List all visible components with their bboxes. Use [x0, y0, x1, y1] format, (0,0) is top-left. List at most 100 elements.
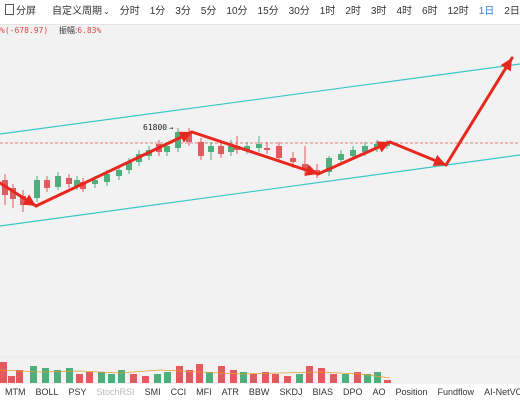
custom-period-dropdown[interactable]: 自定义周期⌄ — [52, 6, 110, 17]
interval-tab[interactable]: 3时 — [370, 6, 387, 17]
interval-tab[interactable]: 分时 — [119, 6, 140, 17]
volume-bar — [218, 366, 225, 383]
volume-bar — [30, 366, 37, 383]
interval-tab[interactable]: 1日 — [478, 6, 495, 17]
arrow-right-icon: → — [169, 123, 174, 132]
interval-tab[interactable]: 4时 — [396, 6, 413, 17]
arrowhead — [22, 194, 36, 206]
volume-bar — [364, 374, 371, 383]
volume-bar — [8, 376, 15, 383]
indicator-tab[interactable]: CCI — [170, 387, 187, 397]
interval-tab[interactable]: 2时 — [345, 6, 361, 17]
trend-arrows — [0, 56, 514, 208]
volume-bar — [164, 372, 171, 383]
volume-bar — [66, 368, 73, 383]
volume-ma-line — [0, 369, 391, 379]
indicator-tabs: MTM BOLL PSY StochRSI SMI CCI MFI ATR BBW SKDJ BIA… — [0, 384, 520, 400]
indicator-tab[interactable]: MTM — [5, 387, 26, 397]
volume-bar — [196, 364, 203, 383]
volume-bar — [186, 370, 193, 383]
indicator-tab[interactable]: SMI — [144, 387, 161, 397]
chevron-down-icon: ⌄ — [103, 7, 110, 16]
price-marker: 61800 → — [143, 123, 174, 132]
volume-bar — [0, 362, 7, 383]
indicator-tab[interactable]: StochRSI — [96, 387, 135, 397]
arrowhead — [500, 58, 512, 72]
volume-bar — [108, 374, 115, 383]
indicator-tab[interactable]: MFI — [196, 387, 212, 397]
volume-bar — [230, 370, 237, 383]
volume-bar — [374, 372, 381, 383]
candle-body — [302, 164, 308, 170]
candle-body — [264, 148, 270, 150]
candle-body — [374, 144, 380, 148]
split-screen-button[interactable]: 分屏 — [0, 0, 41, 24]
candle-body — [350, 150, 356, 156]
candle-body — [198, 142, 204, 156]
volume-bar — [250, 374, 257, 383]
indicator-tab[interactable]: Position — [395, 387, 428, 397]
indicator-tab[interactable]: BOLL — [35, 387, 59, 397]
interval-toolbar: 分屏 自定义周期⌄ 分时 1分 3分 5分 10分 15分 30分 1时 2时 3时 4时 6时 12时… — [0, 0, 520, 25]
lower-channel-line — [0, 154, 520, 227]
volume-bar — [42, 368, 49, 383]
volume-bars — [0, 362, 391, 383]
volume-bar — [240, 372, 247, 383]
volume-bar — [98, 372, 105, 383]
candle-body — [326, 158, 332, 172]
candle-body — [218, 146, 224, 154]
candle-body — [92, 180, 98, 184]
volume-bar — [284, 376, 291, 383]
trend-arrow-line — [444, 56, 514, 167]
volume-bar — [118, 370, 125, 383]
candle-body — [104, 174, 110, 182]
volume-bar — [272, 374, 279, 383]
interval-tab[interactable]: 1时 — [319, 6, 336, 17]
volume-bar — [142, 376, 149, 383]
indicator-tab[interactable]: ATR — [221, 387, 239, 397]
candle-body — [186, 132, 192, 142]
volume-bar — [384, 380, 391, 383]
indicator-tab[interactable]: AO — [372, 387, 386, 397]
interval-tab[interactable]: 15分 — [257, 6, 279, 17]
volume-bar — [54, 370, 61, 383]
candle-body — [80, 182, 86, 189]
volume-bar — [206, 372, 213, 383]
candle-body — [244, 146, 250, 150]
volume-bar — [296, 374, 303, 383]
interval-tab[interactable]: 12时 — [447, 6, 469, 17]
change-value: %(-678.97) — [0, 26, 49, 35]
candle-body — [314, 170, 320, 174]
indicator-tab[interactable]: DPO — [342, 387, 363, 397]
indicator-tab[interactable]: BIAS — [312, 387, 333, 397]
interval-tab[interactable]: 10分 — [226, 6, 248, 17]
trend-arrow-line — [190, 130, 320, 176]
indicator-tab[interactable]: AI-NetVOL — [484, 387, 520, 397]
volume-bar — [330, 374, 337, 383]
candle-body — [20, 196, 26, 205]
candle-body — [228, 146, 234, 152]
candle-body — [44, 180, 50, 188]
candle-body — [66, 178, 72, 184]
volume-bar — [86, 372, 93, 383]
volume-bar — [130, 374, 137, 383]
candle-body — [116, 170, 122, 176]
interval-tab[interactable]: 2日 — [504, 6, 520, 17]
candle-body — [164, 146, 170, 152]
interval-tab[interactable]: 6时 — [422, 6, 438, 17]
indicator-tab[interactable]: PSY — [68, 387, 87, 397]
interval-tab[interactable]: 30分 — [288, 6, 310, 17]
amplitude-value: 6.83% — [77, 26, 102, 35]
volume-bar — [176, 366, 183, 383]
indicator-tab[interactable]: Fundflow — [437, 387, 475, 397]
indicator-tab[interactable]: BBW — [248, 387, 270, 397]
volume-bar — [318, 368, 325, 383]
interval-tab[interactable]: 5分 — [200, 6, 217, 17]
volume-bar — [16, 370, 23, 383]
arrowhead — [178, 131, 192, 143]
indicator-tab[interactable]: SKDJ — [279, 387, 303, 397]
candle-body — [338, 154, 344, 160]
interval-tab[interactable]: 1分 — [149, 6, 166, 17]
interval-tab[interactable]: 3分 — [175, 6, 191, 17]
